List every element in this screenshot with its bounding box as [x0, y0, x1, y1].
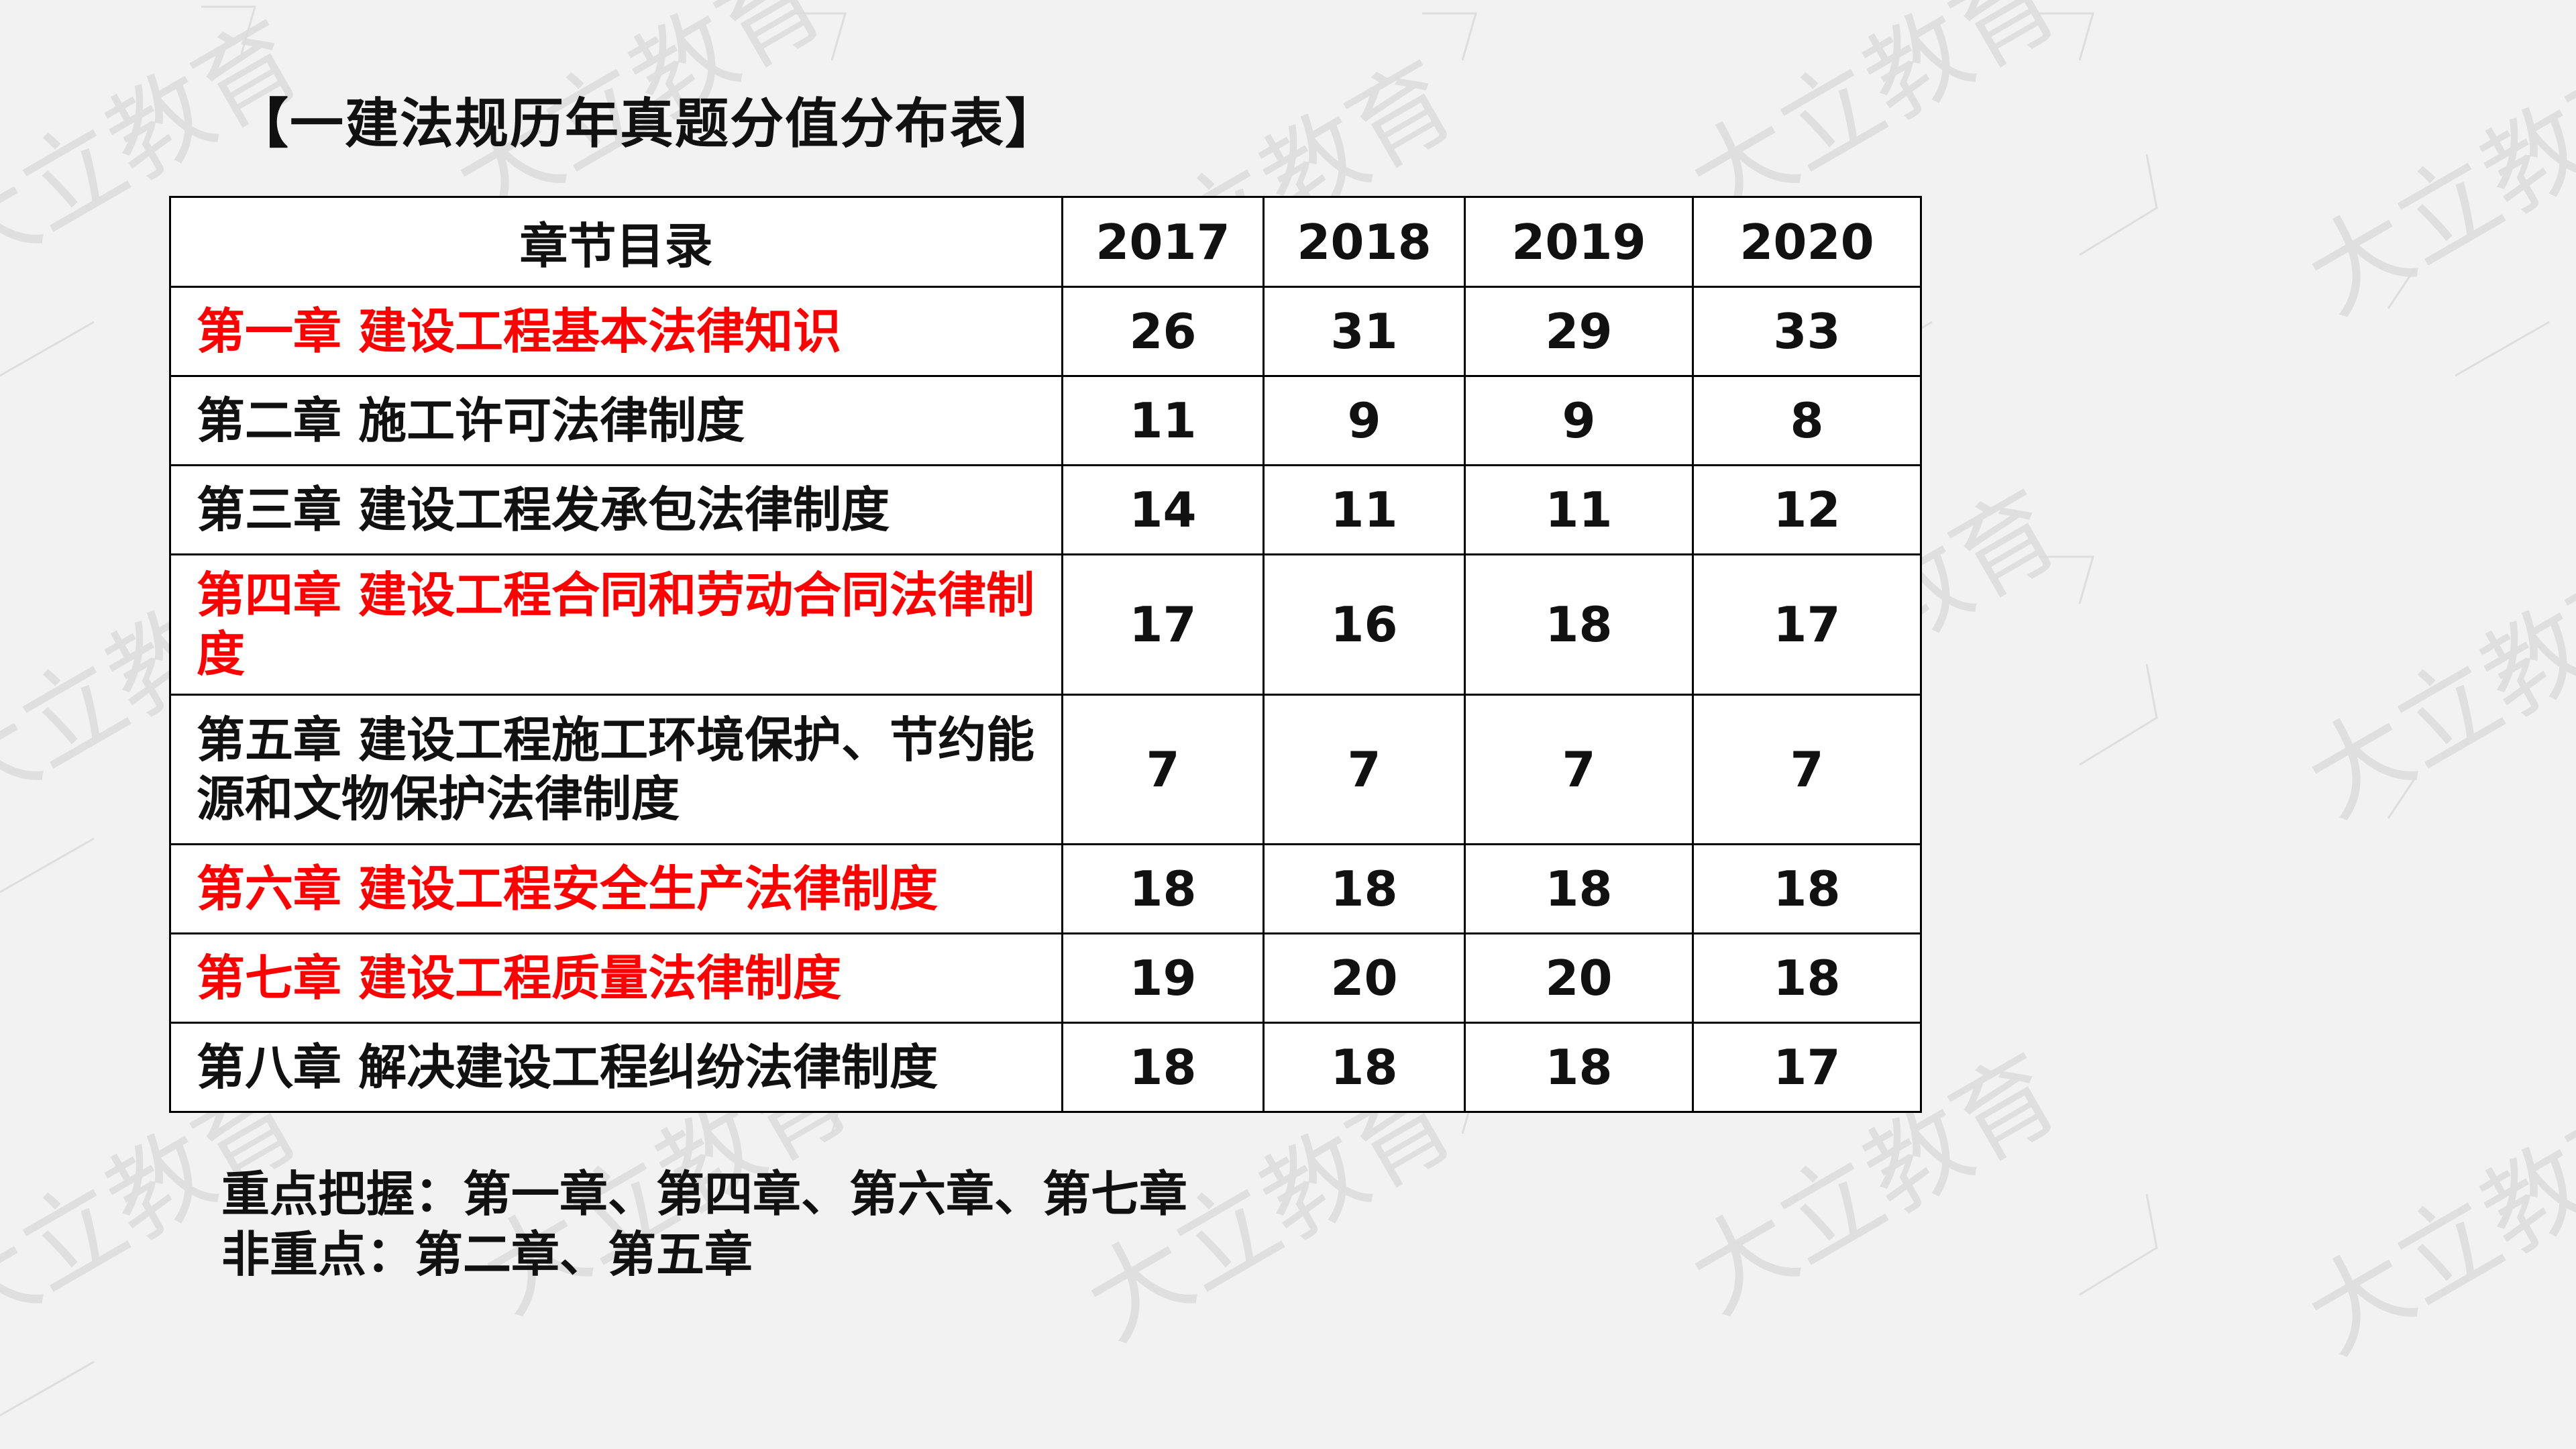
header-year-2018: 2018	[1263, 196, 1466, 288]
watermark-line-18	[2039, 555, 2094, 604]
svg-text:大立教育: 大立教育	[2288, 537, 2576, 839]
chapter-cell: 第四章 建设工程合同和劳动合同法律制度	[169, 553, 1063, 696]
header-chapter: 章节目录	[169, 196, 1063, 288]
score-distribution-table: 章节目录 2017 2018 2019 2020 第一章 建设工程基本法律知识 …	[169, 196, 1922, 1113]
svg-text:大立教育: 大立教育	[2288, 1073, 2576, 1376]
summary-notes: 重点把握：第一章、第四章、第六章、第七章 非重点：第二章、第五章	[221, 1164, 1187, 1285]
chapter-cell: 第一章 建设工程基本法律知识	[169, 286, 1063, 377]
chapter-cell: 第八章 解决建设工程纠纷法律制度	[169, 1022, 1063, 1113]
table-row: 第一章 建设工程基本法律知识 26 31 29 33	[169, 286, 1922, 377]
score-cell: 20	[1464, 932, 1694, 1024]
header-year-2020: 2020	[1692, 196, 1922, 288]
score-cell: 18	[1692, 843, 1922, 934]
table-row: 第五章 建设工程施工环境保护、节约能源和文物保护法律制度 7 7 7 7	[169, 694, 1922, 845]
chapter-cell: 第六章 建设工程安全生产法律制度	[169, 843, 1063, 934]
watermark-line-4	[2039, 12, 2094, 61]
score-cell: 17	[1692, 1022, 1922, 1113]
watermark-line-9	[2455, 321, 2550, 377]
watermark-line-11	[2387, 268, 2416, 309]
score-cell: 18	[1464, 553, 1694, 696]
score-cell: 18	[1061, 1022, 1265, 1113]
watermark-line-5	[0, 321, 95, 377]
score-cell: 19	[1061, 932, 1265, 1024]
score-cell: 18	[1464, 843, 1694, 934]
watermark-line-12	[2079, 663, 2158, 766]
table-row: 第二章 施工许可法律制度 11 9 9 8	[169, 375, 1922, 466]
score-cell: 33	[1692, 286, 1922, 377]
score-cell: 26	[1061, 286, 1265, 377]
score-cell: 18	[1692, 932, 1922, 1024]
score-cell: 18	[1263, 1022, 1466, 1113]
table-row: 第六章 建设工程安全生产法律制度 18 18 18 18	[169, 843, 1922, 934]
score-cell: 8	[1692, 375, 1922, 466]
chapter-cell: 第七章 建设工程质量法律制度	[169, 932, 1063, 1024]
header-year-2017: 2017	[1061, 196, 1265, 288]
table-row: 第三章 建设工程发承包法律制度 14 11 11 12	[169, 464, 1922, 555]
score-cell: 9	[1464, 375, 1694, 466]
table-row: 第七章 建设工程质量法律制度 19 20 20 18	[169, 932, 1922, 1024]
watermark-line-10	[2079, 154, 2158, 256]
score-cell: 9	[1263, 375, 1466, 466]
watermark-line-14	[2079, 1193, 2158, 1296]
score-cell: 18	[1464, 1022, 1694, 1113]
table-row: 第八章 解决建设工程纠纷法律制度 18 18 18 17	[169, 1022, 1922, 1113]
score-cell: 7	[1692, 694, 1922, 845]
non-key-points-note: 非重点：第二章、第五章	[221, 1226, 753, 1283]
svg-text:大立教育: 大立教育	[2288, 34, 2576, 336]
key-points-note: 重点把握：第一章、第四章、第六章、第七章	[221, 1166, 1188, 1222]
watermark-line-16	[0, 1360, 95, 1417]
watermark-line-3	[1422, 12, 1477, 61]
score-cell: 11	[1464, 464, 1694, 555]
score-cell: 20	[1263, 932, 1466, 1024]
watermark-line-2	[792, 12, 847, 61]
score-cell: 14	[1061, 464, 1265, 555]
watermark-line-15	[0, 837, 95, 894]
header-year-2019: 2019	[1464, 196, 1694, 288]
score-cell: 17	[1692, 553, 1922, 696]
score-cell: 18	[1061, 843, 1265, 934]
score-cell: 12	[1692, 464, 1922, 555]
chapter-cell: 第三章 建设工程发承包法律制度	[169, 464, 1063, 555]
score-cell: 31	[1263, 286, 1466, 377]
score-cell: 11	[1061, 375, 1265, 466]
watermark-line-1	[201, 5, 256, 54]
page-title: 【一建法规历年真题分值分布表】	[235, 93, 1060, 155]
watermark-10: 大立教育	[2288, 537, 2576, 839]
score-cell: 7	[1061, 694, 1265, 845]
score-cell: 18	[1263, 843, 1466, 934]
score-cell: 17	[1061, 553, 1265, 696]
score-cell: 29	[1464, 286, 1694, 377]
score-cell: 7	[1464, 694, 1694, 845]
score-cell: 16	[1263, 553, 1466, 696]
watermark-5: 大立教育	[2288, 34, 2576, 336]
watermark-line-13	[2387, 777, 2416, 819]
table-row: 第四章 建设工程合同和劳动合同法律制度 17 16 18 17	[169, 553, 1922, 696]
score-cell: 7	[1263, 694, 1466, 845]
score-cell: 11	[1263, 464, 1466, 555]
chapter-cell: 第五章 建设工程施工环境保护、节约能源和文物保护法律制度	[169, 694, 1063, 845]
chapter-cell: 第二章 施工许可法律制度	[169, 375, 1063, 466]
watermark-15: 大立教育	[2288, 1073, 2576, 1376]
table-header-row: 章节目录 2017 2018 2019 2020	[169, 196, 1922, 288]
